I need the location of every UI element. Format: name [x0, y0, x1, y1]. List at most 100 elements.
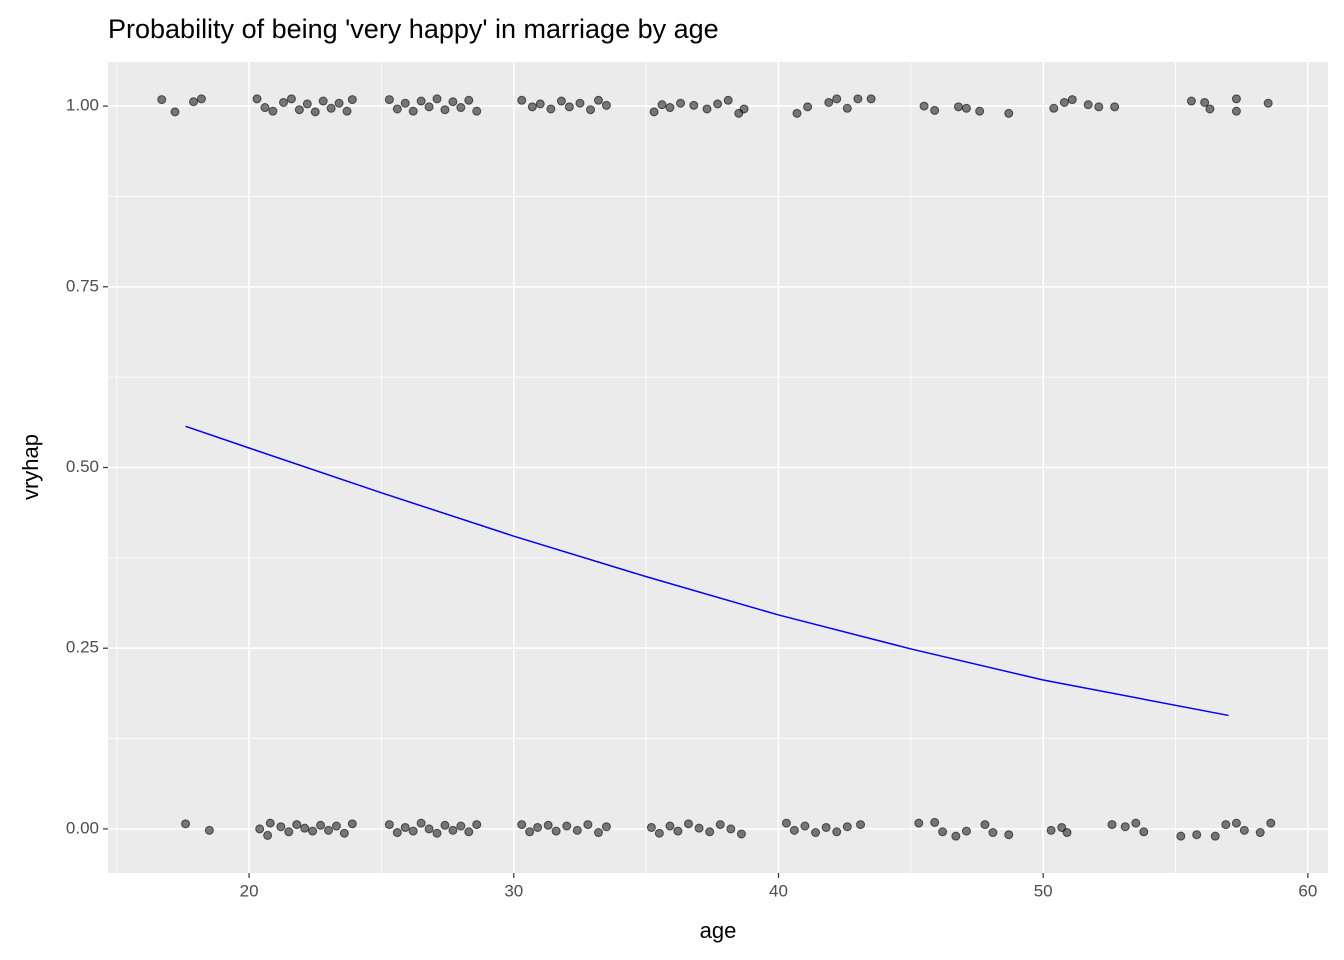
point [646, 822, 656, 832]
point [472, 820, 482, 830]
point [938, 827, 948, 837]
y-tick-label: 1.00 [66, 96, 99, 115]
point [800, 821, 810, 831]
point [1176, 831, 1186, 841]
x-tick-label: 20 [240, 881, 259, 900]
point [432, 828, 442, 838]
point [683, 819, 693, 829]
point [1059, 97, 1069, 107]
x-tick-label: 30 [504, 881, 523, 900]
point [316, 820, 326, 830]
y-tick-label: 0.25 [66, 638, 99, 657]
point [334, 98, 344, 108]
point [440, 820, 450, 830]
point [953, 102, 963, 112]
point [1004, 830, 1014, 840]
point [204, 825, 214, 835]
point [593, 95, 603, 105]
point [1107, 820, 1117, 830]
point [527, 102, 537, 112]
point [323, 825, 333, 835]
point [286, 94, 296, 104]
point [821, 822, 831, 832]
point [525, 827, 535, 837]
point [676, 98, 686, 108]
x-tick-label: 50 [1034, 881, 1053, 900]
point [294, 105, 304, 115]
point [170, 107, 180, 117]
point [556, 96, 566, 106]
point [975, 106, 985, 116]
point [292, 820, 302, 830]
point [260, 103, 270, 113]
point [392, 104, 402, 114]
y-tick-label: 0.50 [66, 457, 99, 476]
point [1110, 102, 1120, 112]
point [726, 824, 736, 834]
point [811, 828, 821, 838]
point [601, 822, 611, 832]
point [930, 817, 940, 827]
point [432, 94, 442, 104]
point [866, 94, 876, 104]
point [535, 99, 545, 109]
point [416, 96, 426, 106]
point [384, 95, 394, 105]
point [268, 106, 278, 116]
point [702, 104, 712, 114]
point [347, 95, 357, 105]
point [265, 818, 275, 828]
point [1049, 103, 1059, 113]
point [736, 829, 746, 839]
point [255, 824, 265, 834]
point [448, 97, 458, 107]
point [649, 107, 659, 117]
point [657, 100, 667, 110]
point [739, 104, 749, 114]
point [263, 830, 273, 840]
point [1221, 820, 1231, 830]
point [980, 820, 990, 830]
point [300, 823, 310, 833]
point [533, 822, 543, 832]
point [310, 107, 320, 117]
point [1263, 98, 1273, 108]
point [961, 826, 971, 836]
point [1062, 828, 1072, 838]
point [1231, 106, 1241, 116]
point [543, 820, 553, 830]
point [1094, 102, 1104, 112]
point [842, 103, 852, 113]
point [572, 825, 582, 835]
point [665, 103, 675, 113]
point [456, 103, 466, 113]
point [832, 94, 842, 104]
point [1067, 95, 1077, 105]
point [1239, 825, 1249, 835]
point [400, 98, 410, 108]
point [832, 827, 842, 837]
point [705, 827, 715, 837]
point [930, 105, 940, 115]
point [308, 826, 318, 836]
point [342, 106, 352, 116]
point [392, 828, 402, 838]
point [302, 99, 312, 109]
point [284, 827, 294, 837]
point [914, 818, 924, 828]
x-tick-label: 60 [1298, 881, 1317, 900]
point [1210, 831, 1220, 841]
point [400, 822, 410, 832]
point [278, 97, 288, 107]
point [424, 102, 434, 112]
point [331, 821, 341, 831]
point [723, 95, 733, 105]
point [464, 827, 474, 837]
point [853, 94, 863, 104]
point [188, 97, 198, 107]
point [1046, 825, 1056, 835]
point [384, 820, 394, 830]
point [951, 831, 961, 841]
